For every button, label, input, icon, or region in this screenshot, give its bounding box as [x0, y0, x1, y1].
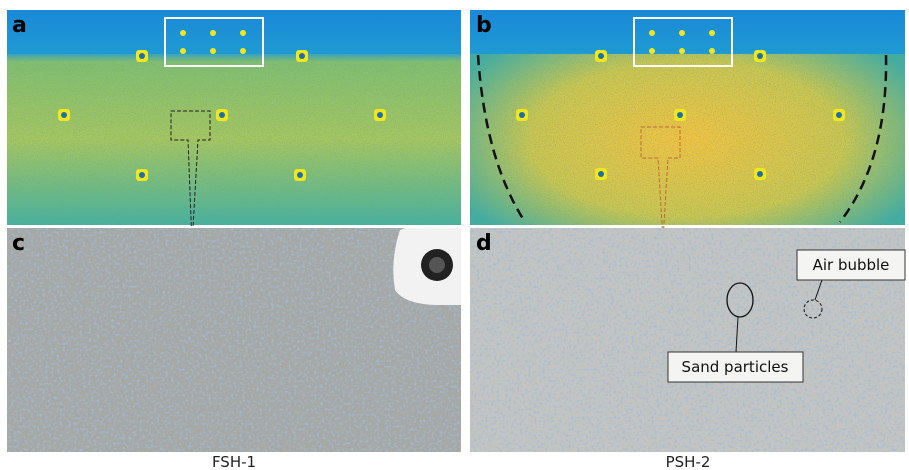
panel-label: c — [12, 231, 25, 256]
page: a b c Sand particles Air bubble d FSH-1 — [0, 0, 909, 470]
panel-b: b — [470, 10, 905, 240]
panel-label: a — [12, 13, 27, 38]
annotation: Sand particles — [682, 358, 789, 376]
panel-d: Sand particles Air bubble d — [470, 228, 905, 452]
caption: FSH-1 — [212, 453, 256, 470]
panel-label: b — [476, 13, 492, 38]
panel-a: a — [7, 10, 461, 245]
panel-c: c — [7, 228, 461, 452]
panel-label: d — [476, 231, 492, 256]
annotation: Air bubble — [813, 256, 890, 274]
caption: PSH-2 — [666, 453, 711, 470]
figure: a b c Sand particles Air bubble d FSH-1 — [0, 0, 909, 470]
